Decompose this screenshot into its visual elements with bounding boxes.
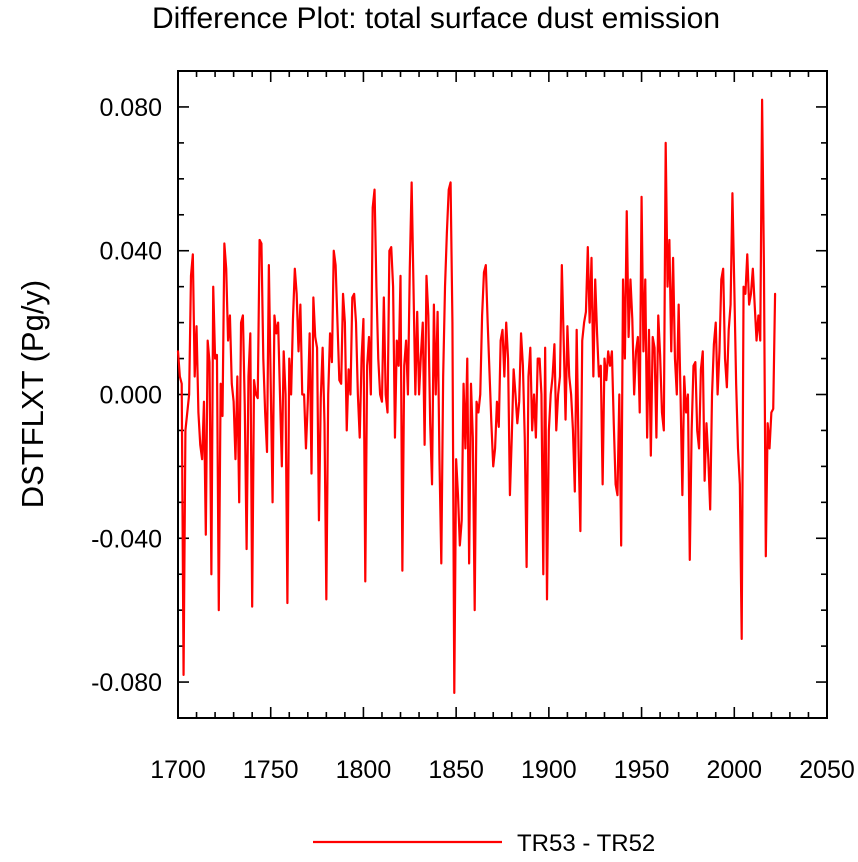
x-tick-label: 1700 [150,756,206,784]
x-tick-label: 1750 [243,756,299,784]
plot-frame [177,70,828,719]
y-tick-label: -0.040 [91,525,162,553]
legend-label: TR53 - TR52 [517,830,655,857]
x-tick-label: 1850 [428,756,484,784]
y-tick-label: 0.040 [99,238,162,266]
y-axis-label: DSTFLXT (Pg/y) [15,280,50,509]
chart-title: Difference Plot: total surface dust emis… [152,2,720,35]
x-tick-label: 1900 [521,756,577,784]
y-tick-label: -0.080 [91,669,162,697]
y-tick-label: 0.080 [99,94,162,122]
x-tick-label: 2050 [799,756,855,784]
x-tick-label: 1950 [614,756,670,784]
x-tick-label: 1800 [336,756,392,784]
x-tick-label: 2000 [706,756,762,784]
y-tick-label: 0.000 [99,382,162,410]
series-line [176,98,777,694]
